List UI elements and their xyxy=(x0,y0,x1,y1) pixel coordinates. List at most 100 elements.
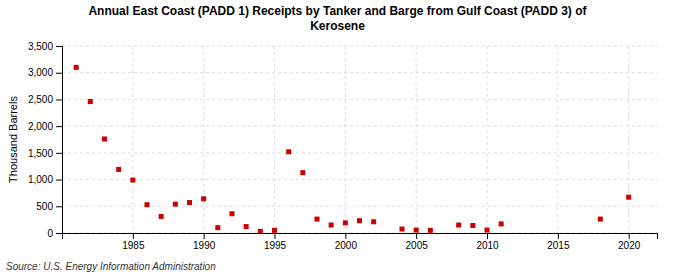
tick: 2015 xyxy=(547,233,570,251)
tick-label: 1995 xyxy=(264,240,287,251)
grid-line xyxy=(274,46,275,233)
grid xyxy=(62,46,657,233)
point xyxy=(300,170,305,175)
point xyxy=(329,222,334,227)
grid-line xyxy=(62,46,657,47)
tick-mark xyxy=(275,233,276,239)
tick-mark xyxy=(416,233,417,239)
point xyxy=(428,228,433,233)
point xyxy=(74,65,79,70)
tick: 2,500 xyxy=(28,94,62,105)
point xyxy=(244,224,249,229)
point xyxy=(272,228,277,233)
point xyxy=(499,221,504,226)
title: Annual East Coast (PADD 1) Receipts by T… xyxy=(88,4,587,33)
tick: 2000 xyxy=(335,233,358,251)
grid-line xyxy=(62,206,657,207)
tick-label: 3,000 xyxy=(28,67,53,78)
annotation: Source: U.S. Energy Information Administ… xyxy=(6,261,216,272)
tick-label: 1,000 xyxy=(28,174,53,185)
tick-label: 2005 xyxy=(406,240,429,251)
point xyxy=(116,167,121,172)
points xyxy=(74,65,632,233)
point xyxy=(173,202,178,207)
grid-line xyxy=(203,46,204,233)
point xyxy=(187,200,192,205)
tick-mark xyxy=(56,46,62,47)
grid-line xyxy=(487,46,488,233)
tick: 1,500 xyxy=(28,148,62,159)
tick-label: 2020 xyxy=(618,240,641,251)
title-line: Annual East Coast (PADD 1) Receipts by T… xyxy=(88,4,587,18)
axis-line xyxy=(56,47,63,234)
tick-label: 3,500 xyxy=(28,41,53,52)
tick: 3,000 xyxy=(28,67,62,78)
tick: 2,000 xyxy=(28,121,62,132)
grid-line xyxy=(62,99,657,100)
tick-mark xyxy=(56,73,62,74)
point xyxy=(400,226,405,231)
x-axis: 1985 1990 1995 2000 2005 2010 2015 2020 xyxy=(63,233,658,251)
tick: 2010 xyxy=(476,233,499,251)
tick-label: 500 xyxy=(36,201,53,212)
grid-line xyxy=(416,46,417,233)
grid-line xyxy=(557,46,558,233)
point xyxy=(485,228,490,233)
tick: 2020 xyxy=(618,233,641,251)
tick: 1,000 xyxy=(28,174,62,185)
grid-line xyxy=(62,126,657,127)
point xyxy=(414,228,419,233)
point xyxy=(159,214,164,219)
tick-mark xyxy=(487,233,488,239)
point xyxy=(88,99,93,104)
point xyxy=(145,202,150,207)
point xyxy=(343,220,348,225)
grid-line xyxy=(132,46,133,233)
tick: 3,500 xyxy=(28,41,62,52)
point xyxy=(357,218,362,223)
tick-mark xyxy=(56,233,62,234)
point xyxy=(470,223,475,228)
point xyxy=(230,211,235,216)
y-axis: 0 500 1,000 1,500 2,000 2,500 3,000 3,500 xyxy=(28,41,63,239)
grid-line xyxy=(62,179,657,180)
point xyxy=(215,225,220,230)
grid-line xyxy=(628,46,629,233)
tick: 1990 xyxy=(193,233,216,251)
tick-label: 1,500 xyxy=(28,148,53,159)
tick-mark xyxy=(629,233,630,239)
y-axis-title: Thousand Barrels xyxy=(7,96,19,183)
tick-mark xyxy=(56,206,62,207)
plot-area: 1985 1990 1995 2000 2005 2010 2015 2020 0 500 1,00… xyxy=(28,41,658,251)
point xyxy=(371,219,376,224)
tick-label: 2000 xyxy=(335,240,358,251)
tick: 1985 xyxy=(122,233,145,251)
grid-line xyxy=(345,46,346,233)
tick-mark xyxy=(56,126,62,127)
tick-mark xyxy=(56,99,62,100)
tick-label: 2,500 xyxy=(28,94,53,105)
tick-label: 2,000 xyxy=(28,121,53,132)
tick-label: 2015 xyxy=(547,240,570,251)
tick-mark xyxy=(56,153,62,154)
tick-mark xyxy=(558,233,559,239)
axis-line xyxy=(63,234,658,240)
point xyxy=(201,196,206,201)
title-line: Kerosene xyxy=(310,19,365,33)
point xyxy=(286,149,291,154)
chart: 1985 1990 1995 2000 2005 2010 2015 2020 0 500 1,00… xyxy=(0,0,675,275)
point xyxy=(258,229,263,233)
grid-line xyxy=(62,152,657,153)
grid-line xyxy=(62,72,657,73)
tick-label: 2010 xyxy=(476,240,499,251)
tick: 0 xyxy=(47,228,62,239)
tick: 2005 xyxy=(406,233,429,251)
point xyxy=(315,217,320,222)
point xyxy=(456,222,461,227)
tick: 500 xyxy=(36,201,62,212)
tick-mark xyxy=(204,233,205,239)
point xyxy=(626,195,631,200)
point xyxy=(598,217,603,222)
tick-mark xyxy=(345,233,346,239)
tick: 1995 xyxy=(264,233,287,251)
